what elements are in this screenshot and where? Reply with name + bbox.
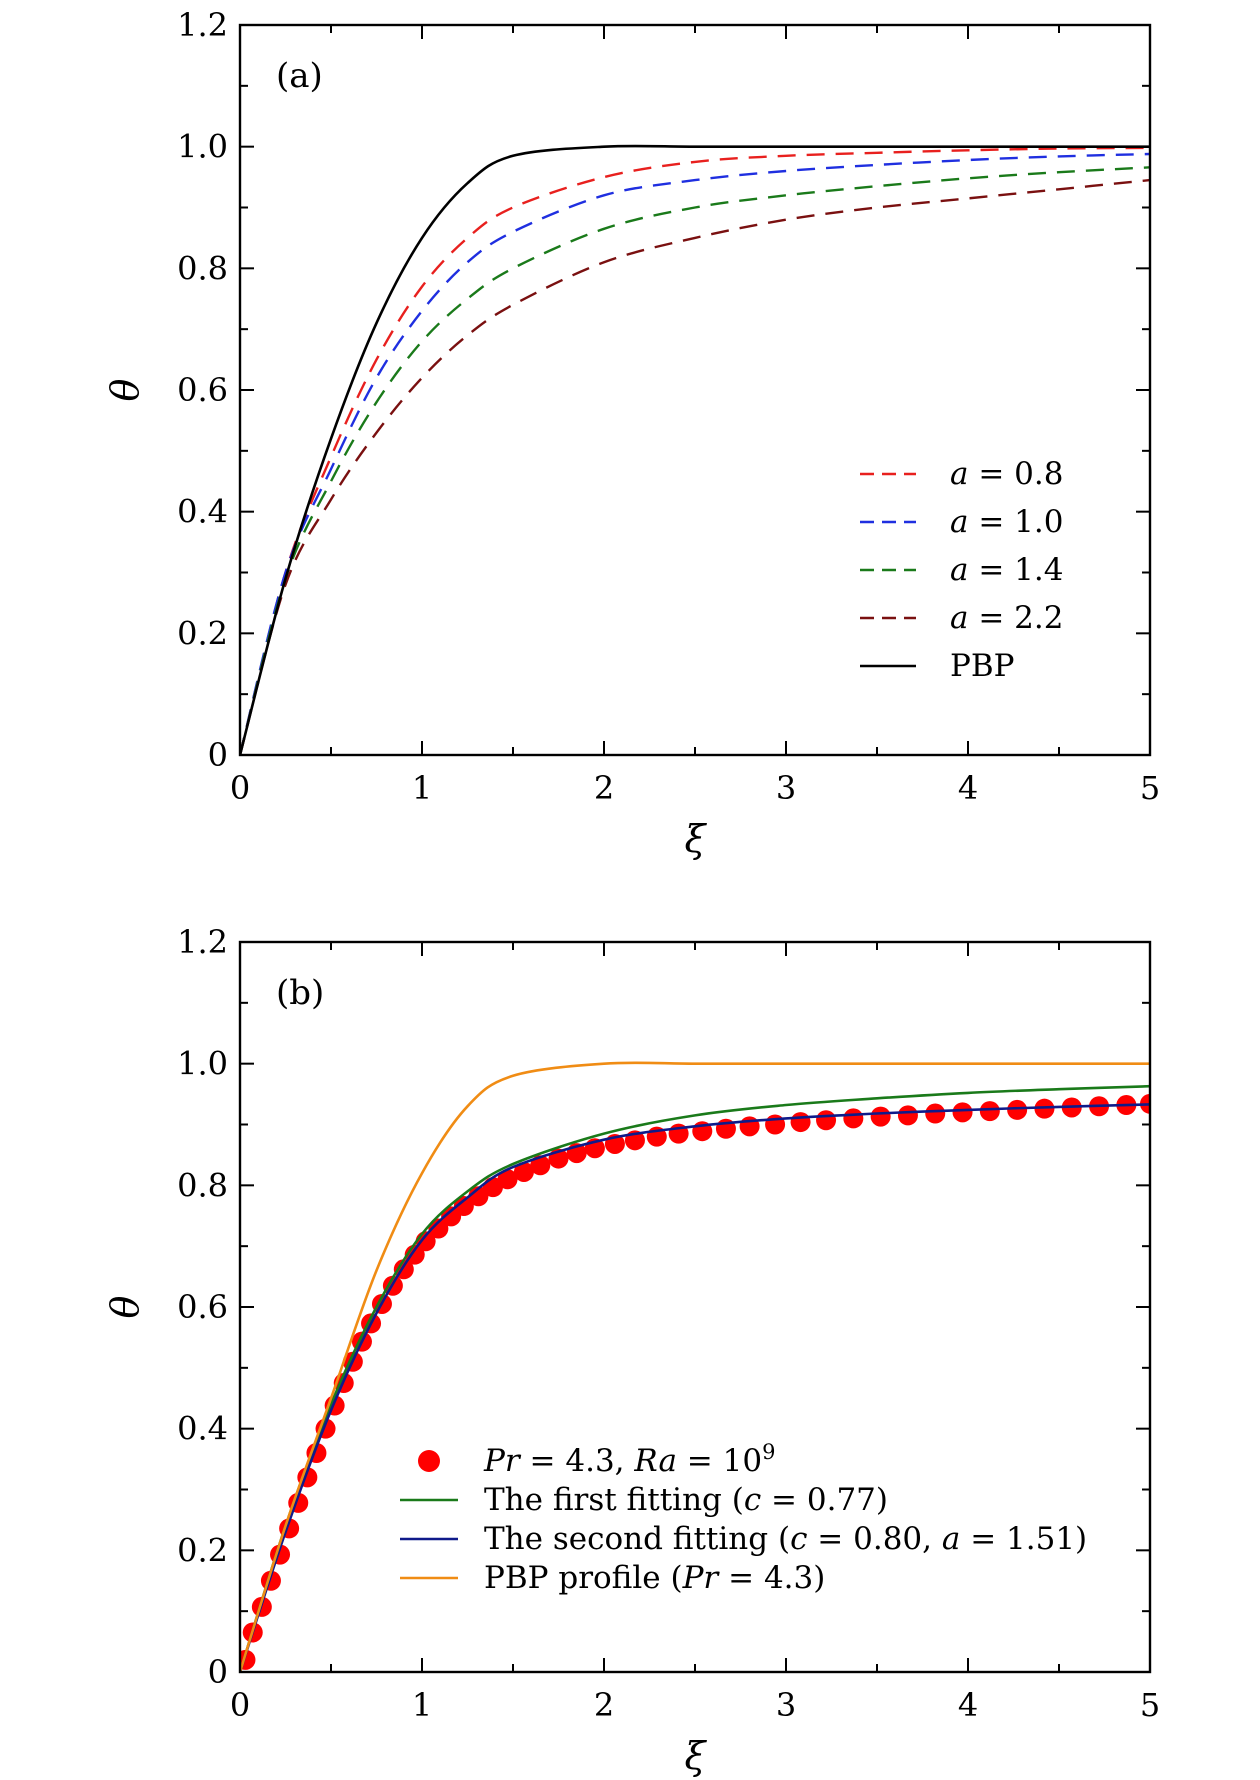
scatter-point <box>240 1649 256 1670</box>
y-tick-label: 1.2 <box>177 923 228 961</box>
x-tick-label: 3 <box>776 769 796 807</box>
series-line-2 <box>240 152 1150 755</box>
series-line-1 <box>240 146 1150 755</box>
x-tick-label: 1 <box>412 1686 432 1724</box>
scatter-point <box>925 1103 946 1124</box>
plot-area <box>240 1061 1150 1672</box>
scatter-point <box>1034 1098 1055 1119</box>
y-tick-label: 0.6 <box>177 1288 228 1326</box>
series-line-1 <box>240 1084 1150 1672</box>
y-tick-label: 0.2 <box>177 614 228 652</box>
y-tick-label: 0.8 <box>177 249 228 287</box>
x-axis-label: ξ <box>685 1734 708 1778</box>
series-line-3 <box>240 1061 1150 1672</box>
scatter-point <box>816 1110 837 1131</box>
x-tick-label: 0 <box>230 769 250 807</box>
legend-label-4: a = 2.2 <box>950 600 1063 636</box>
plot-frame <box>238 23 1152 757</box>
legend-label-1: a = 0.8 <box>950 456 1063 492</box>
scatter-point <box>897 1105 918 1126</box>
x-tick-label: 2 <box>594 769 614 807</box>
y-tick-label: 1.0 <box>177 128 228 166</box>
y-tick-label: 0.4 <box>177 1410 228 1448</box>
legend-label-3: a = 1.4 <box>950 552 1063 588</box>
series-line-4 <box>240 178 1150 755</box>
legend-label-3: PBP profile (Pr = 4.3) <box>484 1560 825 1596</box>
scatter-point <box>428 1218 449 1239</box>
x-tick-label: 4 <box>958 1686 978 1724</box>
scatter-point <box>1007 1099 1028 1120</box>
scatter-point <box>843 1108 864 1129</box>
legend: a = 0.8 a = 1.0 a = 1.4 a = 2.2 PBP <box>860 456 1063 684</box>
scatter-point <box>952 1102 973 1123</box>
plot-area <box>240 144 1150 755</box>
scatter-point <box>497 1169 518 1190</box>
scatter-point <box>513 1161 534 1182</box>
x-tick-label: 1 <box>412 769 432 807</box>
x-tick-label: 5 <box>1140 769 1160 807</box>
x-tick-label: 4 <box>958 769 978 807</box>
series-line-5 <box>240 144 1150 755</box>
y-tick-label: 0.4 <box>177 493 228 531</box>
y-axis-label: θ <box>103 1295 147 1318</box>
legend-marker-scatter <box>418 1450 440 1472</box>
scatter-point <box>979 1101 1000 1122</box>
legend-label-5: PBP <box>950 648 1015 684</box>
x-tick-label: 0 <box>230 1686 250 1724</box>
y-tick-label: 0 <box>208 1653 228 1691</box>
x-tick-label: 5 <box>1140 1686 1160 1724</box>
scatter-point <box>453 1196 474 1217</box>
chart-panel-b: 0 1 2 3 4 5 0 0.2 0.4 0.6 0.8 1.0 1.2 ξ θ (b) Pr = 4.3, … <box>103 923 1160 1778</box>
y-tick-label: 0 <box>208 736 228 774</box>
legend-label-1: The first fitting (c = 0.77) <box>484 1482 888 1518</box>
scatter-point <box>870 1106 891 1127</box>
legend-label-2: The second fitting (c = 0.80, a = 1.51) <box>484 1521 1087 1557</box>
legend-label-scatter: Pr = 4.3, Ra = 109 <box>483 1440 775 1479</box>
x-tick-label: 2 <box>594 1686 614 1724</box>
y-tick-label: 1.2 <box>177 6 228 44</box>
series-line-3 <box>240 166 1150 755</box>
y-tick-label: 0.2 <box>177 1531 228 1569</box>
scatter-point <box>530 1155 551 1176</box>
y-tick-label: 0.6 <box>177 371 228 409</box>
y-axis-label: θ <box>103 378 147 401</box>
x-tick-label: 3 <box>776 1686 796 1724</box>
series-line-2 <box>240 1103 1150 1672</box>
panel-label: (a) <box>276 56 323 96</box>
chart-panel-a: 0 1 2 3 4 500.20.40.60.81.01.2ξθ(a)a = 0.8a =… <box>103 6 1160 861</box>
x-axis-label: ξ <box>685 817 708 861</box>
y-tick-label: 0.8 <box>177 1166 228 1204</box>
panel-label: (b) <box>276 973 324 1013</box>
plot-frame <box>238 940 1152 1674</box>
y-tick-label: 1.0 <box>177 1045 228 1083</box>
legend-label-2: a = 1.0 <box>950 504 1063 540</box>
scatter-point <box>790 1112 811 1133</box>
